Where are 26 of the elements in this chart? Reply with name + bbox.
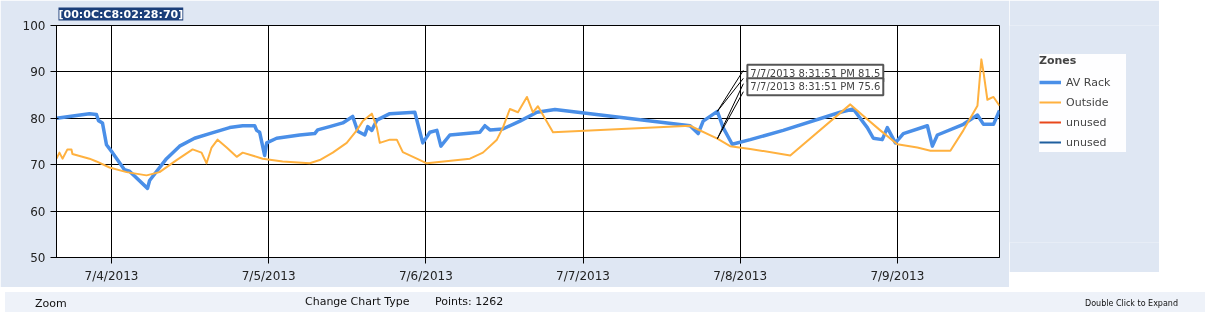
x-tick-label: 7/8/2013 (713, 268, 768, 283)
legend-label: Outside (1066, 95, 1110, 109)
text: Zoom (35, 296, 67, 312)
legend-label: unused (1066, 115, 1108, 129)
y-tick-label: 50 (30, 251, 46, 265)
legend-label: AV Rack (1066, 75, 1112, 89)
y-tick-label: 100 (22, 19, 46, 33)
legend-title: Zones (1039, 54, 1078, 67)
legend-label: unused (1066, 135, 1108, 149)
x-tick-label: 7/5/2013 (241, 268, 296, 283)
text: Points: 1262 (435, 294, 504, 310)
chart-title: [00:0C:C8:02:28:70] (58, 7, 184, 21)
x-tick-label: 7/7/2013 (556, 268, 610, 283)
line-series (56, 58, 1000, 177)
y-tick-label: 70 (30, 158, 46, 173)
y-tick-label: 90 (30, 65, 46, 80)
text: Change Chart Type (305, 294, 410, 310)
y-tick-label: 80 (30, 111, 46, 126)
annotation: 7/7/2013 8:31:51 PM 81.5 (750, 67, 881, 79)
text: Double Click to Expand (1085, 298, 1178, 310)
line-series (56, 107, 1000, 191)
x-tick-label: 7/6/2013 (398, 268, 453, 283)
x-tick-label: 7/4/2013 (84, 268, 139, 283)
x-tick-label: 7/9/2013 (870, 268, 925, 283)
annotation: 7/7/2013 8:31:51 PM 75.6 (750, 81, 881, 93)
y-tick-label: 60 (30, 204, 46, 219)
